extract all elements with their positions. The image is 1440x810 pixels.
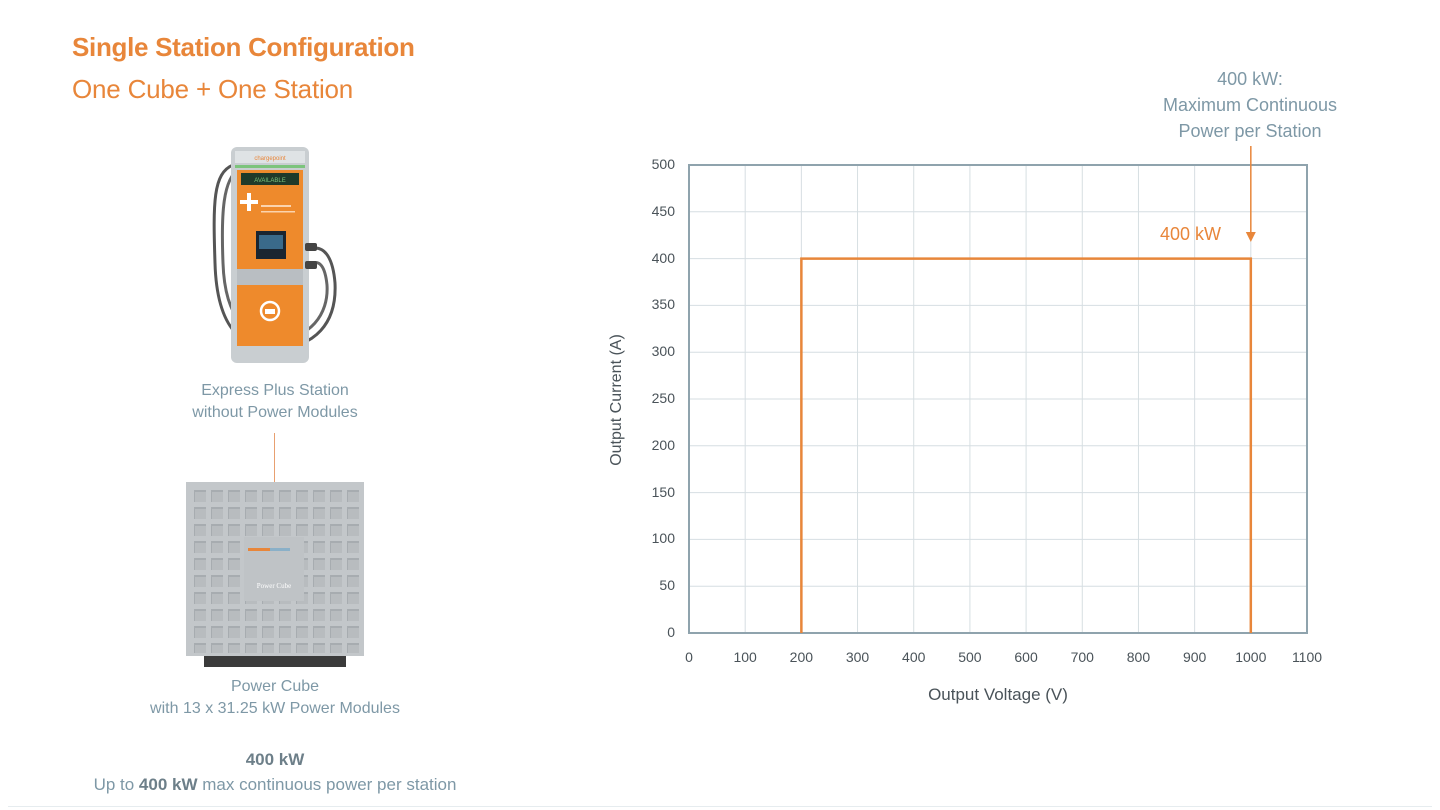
summary-power-text: Up to 400 kW max continuous power per st… (93, 775, 457, 794)
y-tick-label: 250 (651, 390, 675, 406)
express-plus-station-image: chargepoint AVAILABLE (205, 143, 345, 368)
x-tick-label: 1100 (1291, 649, 1323, 665)
y-tick-label: 100 (651, 530, 675, 547)
svg-text:AVAILABLE: AVAILABLE (254, 178, 285, 184)
x-tick-label: 200 (789, 649, 814, 665)
summary-power-value: 400 kW (245, 750, 305, 769)
max-power-annotation: 400 kW: Maximum Continuous Power per Sta… (1162, 69, 1338, 141)
y-tick-label: 450 (651, 202, 675, 219)
summary-bold-value: 400 kW (138, 775, 198, 794)
y-tick-label: 150 (651, 483, 675, 500)
operating-envelope-line (800, 257, 1253, 633)
station-caption-line2: without Power Modules (192, 404, 358, 421)
x-tick-label: 1000 (1235, 649, 1267, 665)
x-tick-label: 700 (1070, 649, 1094, 665)
x-tick-label: 0 (685, 649, 693, 665)
cube-caption-line2: with 13 x 31.25 kW Power Modules (150, 700, 400, 717)
station-caption: Express Plus Station without Power Modul… (150, 380, 400, 424)
station-brand-text: chargepoint (254, 156, 286, 162)
y-tick-label: 50 (659, 577, 675, 594)
page-title: Single Station Configuration (72, 32, 415, 62)
y-tick-label: 500 (651, 156, 675, 172)
x-axis-label: Output Voltage (V) (928, 685, 1068, 704)
station-caption-line1: Express Plus Station (201, 382, 349, 399)
cube-caption-line1: Power Cube (230, 678, 320, 695)
y-tick-label: 0 (667, 624, 675, 640)
y-tick-label: 400 (651, 249, 675, 266)
x-tick-label: 300 (845, 649, 870, 665)
y-tick-label: 200 (651, 436, 675, 453)
page-subtitle: One Cube + One Station (72, 74, 354, 104)
x-tick-label: 600 (1014, 649, 1038, 665)
bottom-divider (8, 806, 1432, 807)
y-tick-label: 350 (651, 296, 675, 313)
cube-panel-text: Power Cube (257, 582, 291, 590)
y-tick-label: 300 (651, 343, 675, 360)
power-cube-image: Power Cube (186, 482, 364, 668)
x-tick-label: 800 (1126, 649, 1151, 665)
x-tick-label: 400 (902, 649, 926, 665)
y-axis-label: Output Current (A) (608, 334, 625, 466)
x-tick-label: 900 (1182, 649, 1207, 665)
power-level-label: 400 kW (1160, 224, 1222, 244)
x-tick-label: 100 (733, 649, 757, 665)
arrow-down-icon (1245, 232, 1256, 242)
x-tick-label: 500 (958, 649, 982, 665)
station-cube-connector-line (274, 433, 275, 485)
cube-caption: Power Cube with 13 x 31.25 kW Power Modu… (110, 676, 440, 720)
